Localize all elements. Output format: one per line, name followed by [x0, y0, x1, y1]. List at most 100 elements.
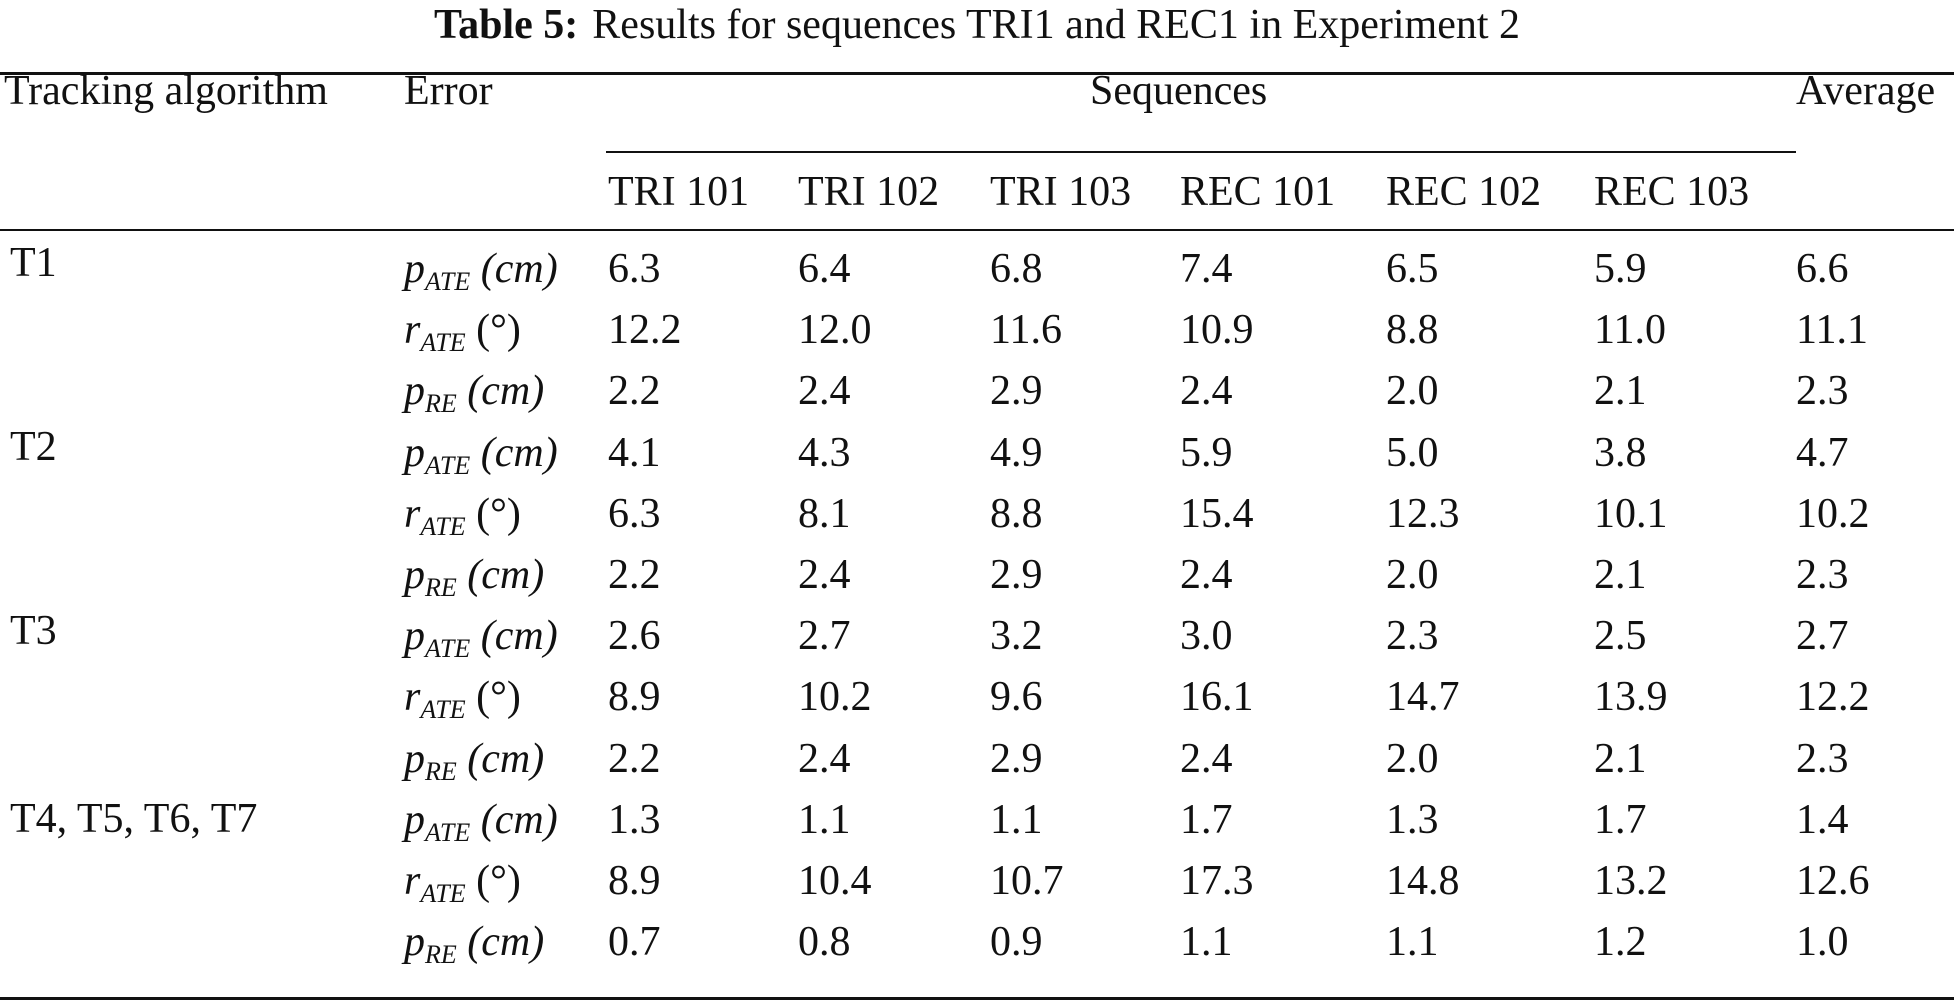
value-cell: 2.4 [1180, 368, 1233, 414]
value-cell: 2.3 [1386, 613, 1439, 659]
average-cell: 12.6 [1796, 858, 1870, 904]
average-cell: 4.7 [1796, 430, 1849, 476]
error-symbol: p [404, 246, 425, 292]
error-metric: pATE (cm) [404, 428, 558, 491]
value-cell: 3.2 [990, 613, 1043, 659]
value-cell: 15.4 [1180, 491, 1254, 537]
value-cell: 2.0 [1386, 736, 1439, 782]
error-metric: pATE (cm) [404, 795, 558, 858]
column-header: TRI 103 [990, 169, 1132, 215]
header-rule [0, 229, 1954, 231]
error-symbol: p [404, 552, 425, 598]
caption-text: Results for sequences TRI1 and REC1 in E… [592, 2, 1521, 48]
average-cell: 1.4 [1796, 797, 1849, 843]
average-cell: 2.3 [1796, 368, 1849, 414]
header-average: Average [1796, 68, 1936, 114]
value-cell: 7.4 [1180, 246, 1233, 292]
value-cell: 8.8 [990, 491, 1043, 537]
column-header: REC 102 [1386, 169, 1542, 215]
value-cell: 8.9 [608, 858, 661, 904]
value-cell: 3.0 [1180, 613, 1233, 659]
error-metric: pRE (cm) [404, 734, 544, 797]
error-unit: (cm) [480, 797, 558, 843]
value-cell: 0.9 [990, 919, 1043, 965]
value-cell: 10.2 [798, 674, 872, 720]
value-cell: 17.3 [1180, 858, 1254, 904]
value-cell: 13.9 [1594, 674, 1668, 720]
value-cell: 2.7 [798, 613, 851, 659]
value-cell: 1.3 [608, 797, 661, 843]
error-symbol: r [404, 307, 421, 353]
error-symbol: p [404, 736, 425, 782]
error-unit: (cm) [467, 368, 545, 414]
value-cell: 10.1 [1594, 491, 1668, 537]
value-cell: 0.8 [798, 919, 851, 965]
value-cell: 10.7 [990, 858, 1064, 904]
error-unit: (cm) [480, 246, 558, 292]
value-cell: 2.0 [1386, 368, 1439, 414]
value-cell: 1.7 [1594, 797, 1647, 843]
error-subscript: RE [425, 757, 457, 786]
value-cell: 2.0 [1386, 552, 1439, 598]
value-cell: 6.8 [990, 246, 1043, 292]
error-subscript: ATE [420, 328, 466, 357]
bottom-rule [0, 997, 1954, 1000]
average-cell: 2.3 [1796, 552, 1849, 598]
error-unit: (cm) [467, 736, 545, 782]
average-cell: 6.6 [1796, 246, 1849, 292]
value-cell: 3.8 [1594, 430, 1647, 476]
value-cell: 14.8 [1386, 858, 1460, 904]
header-tracking-algorithm: Tracking algorithm [4, 68, 328, 114]
value-cell: 6.3 [608, 491, 661, 537]
value-cell: 2.4 [798, 736, 851, 782]
error-symbol: p [404, 368, 425, 414]
value-cell: 9.6 [990, 674, 1043, 720]
average-cell: 1.0 [1796, 919, 1849, 965]
value-cell: 1.7 [1180, 797, 1233, 843]
value-cell: 1.1 [990, 797, 1043, 843]
error-metric: rATE (°) [404, 489, 521, 552]
column-header: TRI 101 [608, 169, 750, 215]
error-subscript: ATE [425, 267, 471, 296]
header-sequences: Sequences [1090, 68, 1268, 114]
value-cell: 2.9 [990, 736, 1043, 782]
value-cell: 1.3 [1386, 797, 1439, 843]
value-cell: 0.7 [608, 919, 661, 965]
value-cell: 10.9 [1180, 307, 1254, 353]
column-header: TRI 102 [798, 169, 940, 215]
average-cell: 2.7 [1796, 613, 1849, 659]
value-cell: 16.1 [1180, 674, 1254, 720]
value-cell: 2.4 [1180, 736, 1233, 782]
error-subscript: ATE [425, 818, 471, 847]
error-subscript: RE [425, 940, 457, 969]
tracking-algorithm-label: T3 [10, 608, 57, 654]
sequences-rule [606, 151, 1796, 153]
error-symbol: p [404, 613, 425, 659]
value-cell: 2.1 [1594, 736, 1647, 782]
error-subscript: ATE [420, 512, 466, 541]
error-metric: rATE (°) [404, 856, 521, 919]
error-unit: (°) [476, 307, 521, 353]
value-cell: 1.1 [798, 797, 851, 843]
value-cell: 10.4 [798, 858, 872, 904]
value-cell: 2.2 [608, 368, 661, 414]
error-unit: (°) [476, 674, 521, 720]
value-cell: 8.1 [798, 491, 851, 537]
value-cell: 5.0 [1386, 430, 1439, 476]
top-rule [0, 72, 1954, 75]
error-unit: (°) [476, 858, 521, 904]
error-symbol: r [404, 674, 421, 720]
tracking-algorithm-label: T1 [10, 240, 57, 286]
error-unit: (cm) [467, 919, 545, 965]
error-metric: pATE (cm) [404, 244, 558, 307]
value-cell: 11.6 [990, 307, 1062, 353]
value-cell: 6.5 [1386, 246, 1439, 292]
error-subscript: RE [425, 573, 457, 602]
value-cell: 12.2 [608, 307, 682, 353]
value-cell: 1.1 [1180, 919, 1233, 965]
error-metric: rATE (°) [404, 672, 521, 735]
column-header: REC 101 [1180, 169, 1336, 215]
value-cell: 2.4 [1180, 552, 1233, 598]
error-unit: (cm) [480, 613, 558, 659]
value-cell: 8.9 [608, 674, 661, 720]
